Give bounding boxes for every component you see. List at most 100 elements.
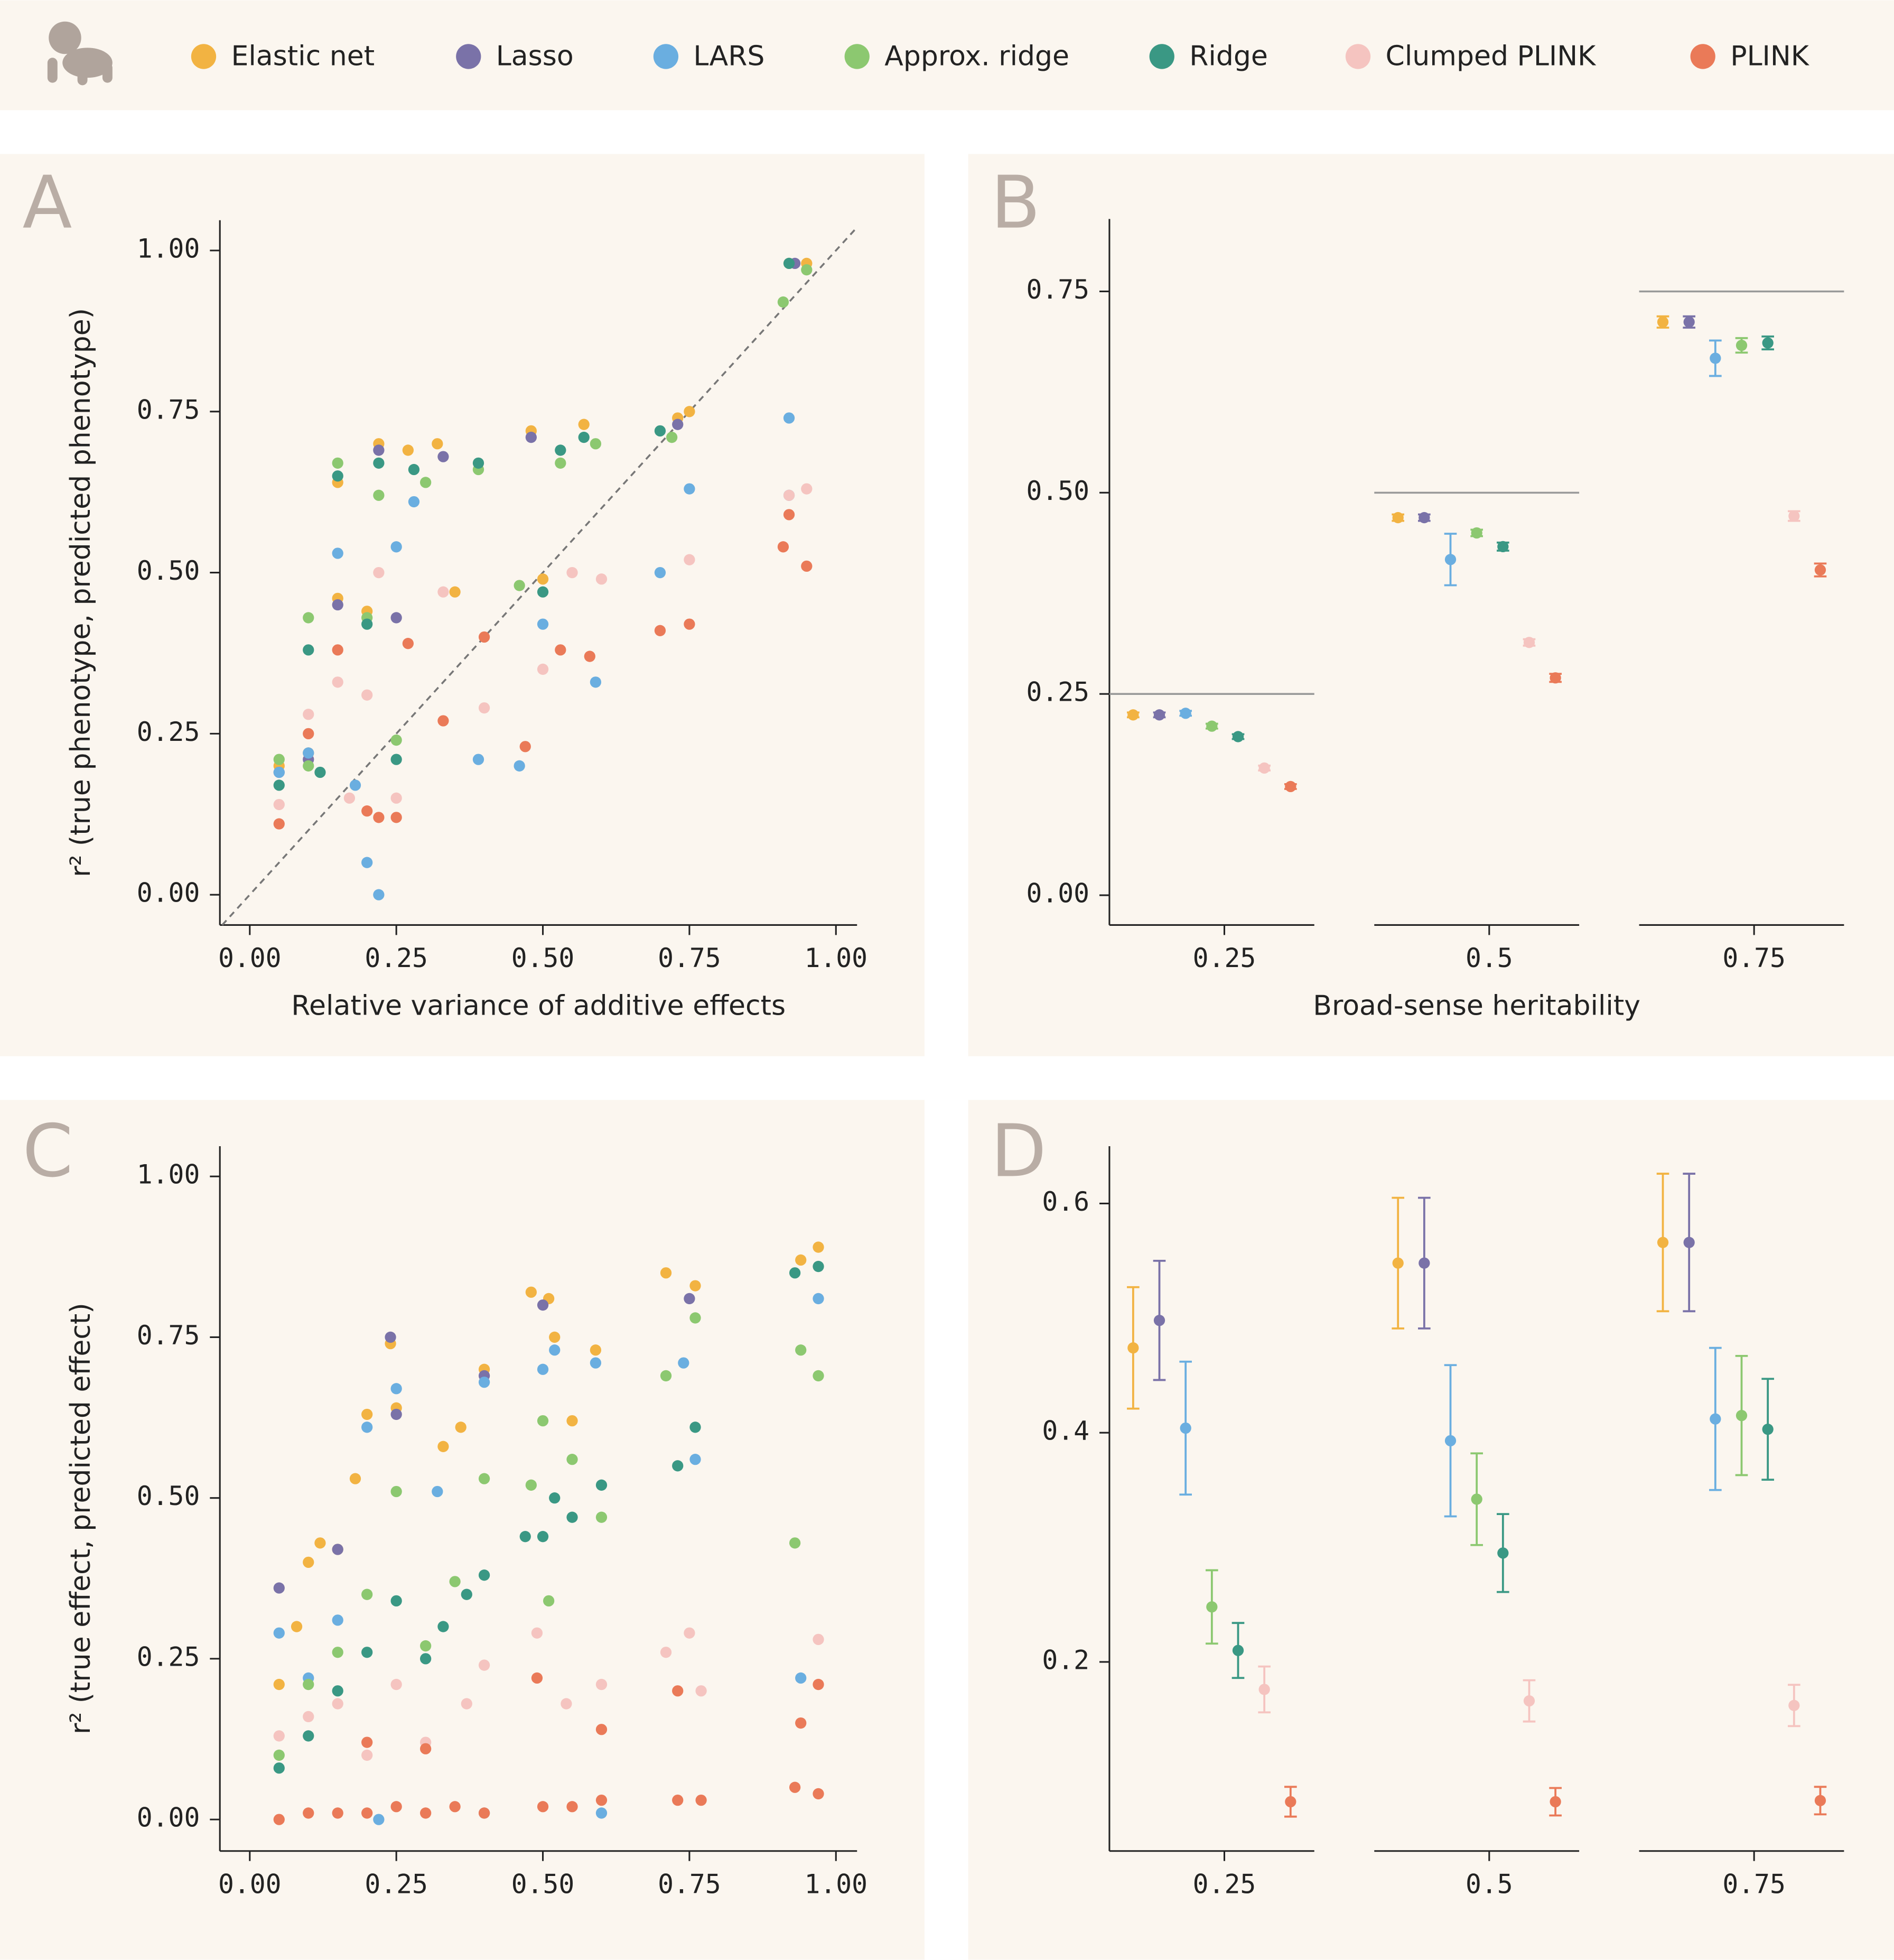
y-tick-label: 0.25 [137,717,200,747]
y-tick-label: 0.4 [1042,1416,1089,1446]
scatter-point [555,444,566,456]
y-tick-label: 0.75 [137,1320,200,1351]
baby-icon [47,21,113,86]
scatter-point [789,1537,801,1549]
scatter-point [537,618,549,630]
scatter-point [332,547,343,559]
scatter-point [332,1685,343,1697]
scatter-point [349,779,361,791]
scatter-point [660,1647,672,1658]
scatter-point [595,1511,608,1523]
scatter-point [373,566,385,579]
panel-bg [0,154,925,1056]
legend-marker [191,44,217,69]
scatter-point [531,1627,543,1639]
scatter-point [402,444,414,456]
scatter-point [273,1678,285,1690]
scatter-point [478,1659,490,1671]
scatter-point [672,419,684,430]
point [1392,1257,1404,1269]
y-tick-label: 0.75 [137,394,200,425]
scatter-point [437,1621,449,1632]
scatter-point [373,457,385,469]
scatter-point [303,1711,314,1723]
scatter-point [373,444,385,456]
x-axis-label: Relative variance of additive effects [291,990,786,1022]
y-tick-label: 0.50 [137,1481,200,1511]
scatter-point [390,734,402,746]
point [1285,781,1296,793]
point [1657,1237,1669,1248]
scatter-point [361,1736,373,1748]
scatter-point [437,715,449,727]
scatter-point [801,560,813,572]
point [1180,1422,1191,1434]
y-tick-label: 0.00 [137,878,200,908]
scatter-point [332,1647,343,1658]
scatter-point [273,798,285,811]
x-tick-label: 0.75 [1722,943,1786,973]
x-tick-label: 1.00 [804,943,867,973]
scatter-point [390,612,402,624]
scatter-point [390,1595,402,1607]
scatter-point [314,766,326,778]
scatter-point [303,612,314,624]
point [1497,541,1509,553]
scatter-point [590,438,602,450]
scatter-point [537,1363,549,1375]
scatter-point [684,406,695,417]
point [1657,316,1669,328]
scatter-point [361,689,373,701]
point [1762,337,1774,349]
scatter-point [349,1473,361,1484]
scatter-point [373,489,385,501]
scatter-point [566,1454,578,1465]
scatter-point [303,1807,314,1819]
point [1232,731,1244,742]
scatter-point [449,586,461,598]
scatter-point [660,1370,672,1382]
scatter-point [390,1485,402,1498]
scatter-point [578,431,590,443]
scatter-point [660,1267,672,1279]
scatter-point [472,754,484,765]
scatter-point [390,1383,402,1395]
scatter-point [390,1678,402,1690]
scatter-point [590,676,602,688]
scatter-point [273,754,285,765]
scatter-point [291,1621,303,1632]
scatter-point [390,754,402,765]
scatter-point [537,1531,549,1543]
scatter-point [549,1344,561,1356]
y-tick-label: 0.00 [1026,878,1089,909]
y-tick-label: 1.00 [137,1159,200,1190]
scatter-point [519,741,531,753]
y-tick-label: 0.00 [137,1803,200,1833]
scatter-point [332,1807,343,1819]
panel-letter: D [991,1110,1047,1194]
point [1258,1684,1270,1695]
scatter-point [332,1698,343,1710]
point [1258,762,1270,774]
point [1550,672,1561,684]
scatter-point [777,296,789,308]
panel-bg [0,1100,925,1960]
x-tick-label: 0.75 [658,943,721,973]
y-tick-label: 0.75 [1026,274,1089,305]
x-tick-label: 0.00 [218,1869,282,1899]
point [1788,510,1800,522]
scatter-point [783,509,795,521]
scatter-point [361,1647,373,1658]
scatter-point [332,1614,343,1626]
x-tick-label: 0.00 [218,943,282,973]
scatter-point [273,818,285,830]
scatter-point [478,1473,490,1484]
x-tick-label: 0.5 [1466,943,1513,973]
scatter-point [813,1241,824,1253]
scatter-point [654,425,666,437]
point [1419,1257,1430,1269]
scatter-point [437,586,449,598]
scatter-point [514,760,525,772]
scatter-point [549,1492,561,1504]
scatter-point [789,1781,801,1793]
